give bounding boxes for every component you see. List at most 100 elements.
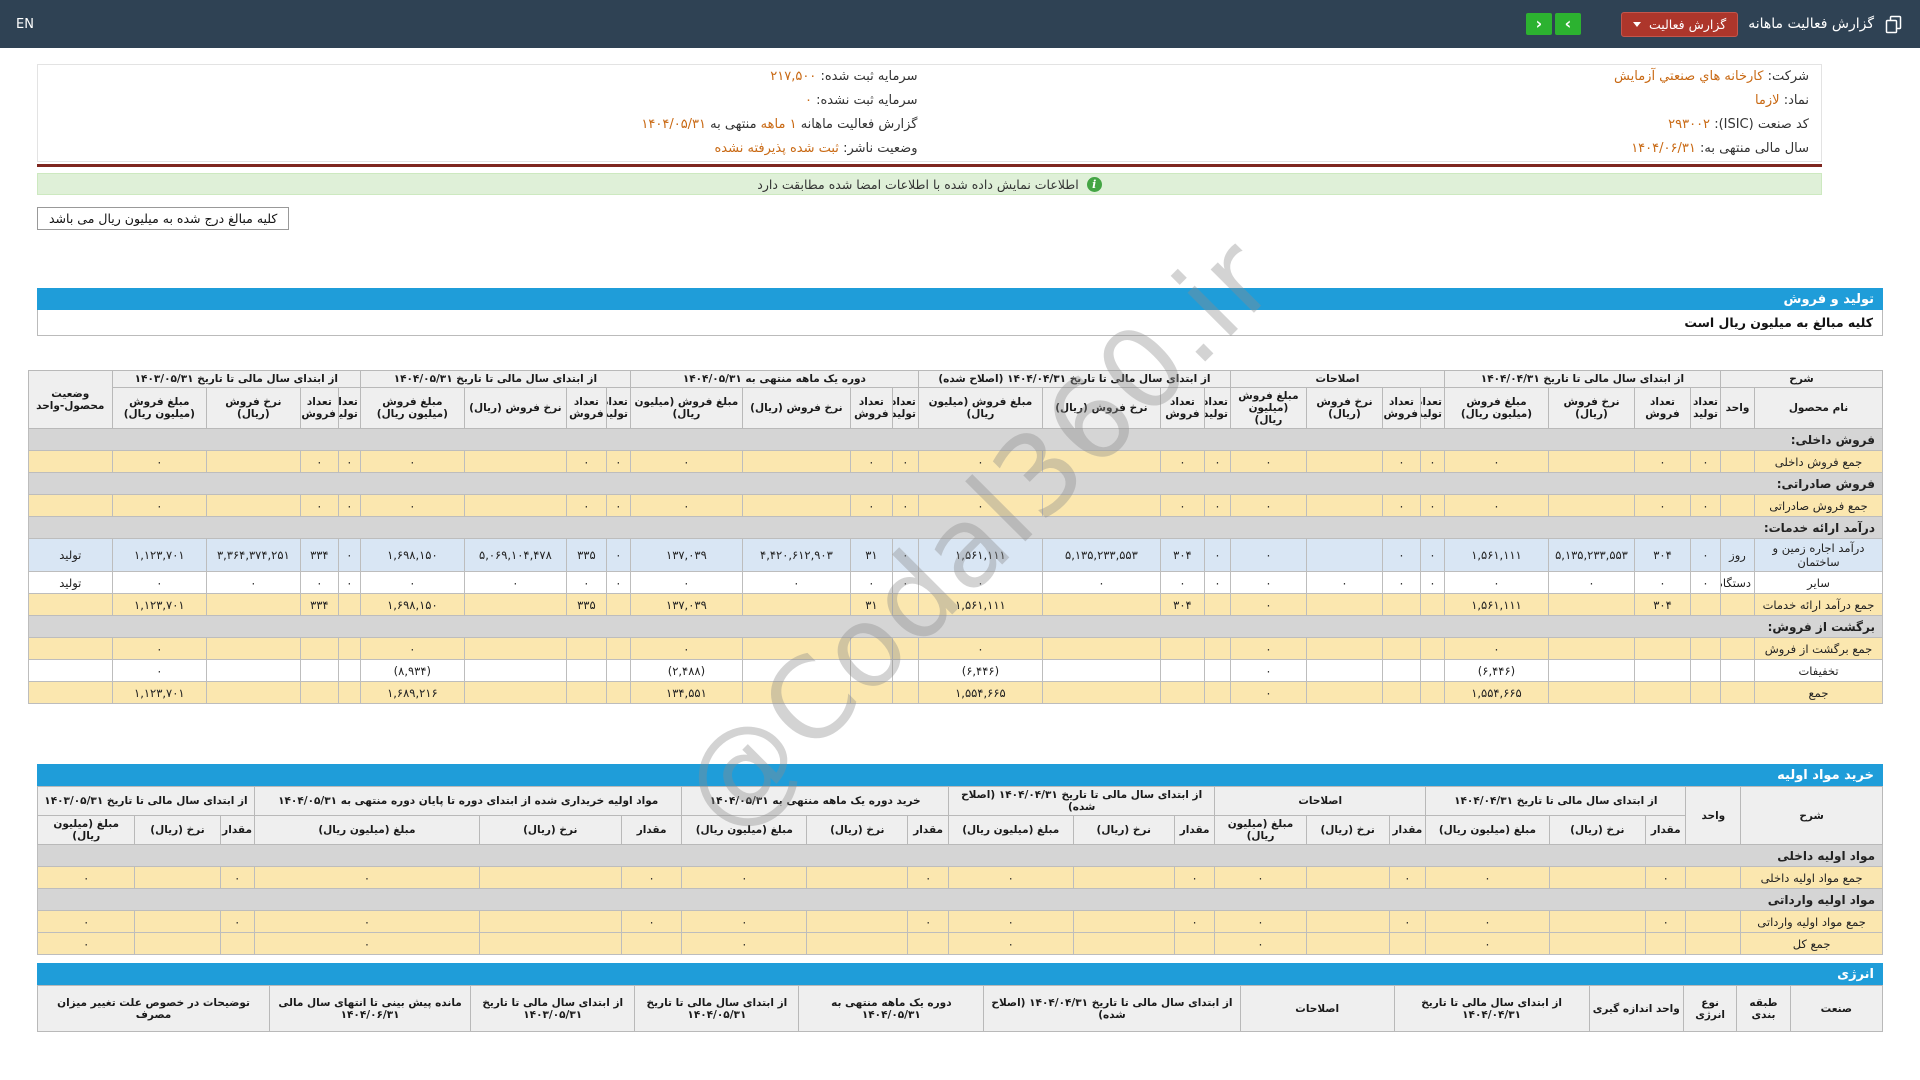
product-name-header: نام محصول (1755, 388, 1883, 429)
table-row: برگشت از فروش: (28, 616, 1882, 638)
value-cell (850, 660, 892, 682)
value-cell (1073, 911, 1174, 933)
company-field: شرکت: کارخانه هاي صنعتي آزمايش (930, 65, 1822, 89)
value-cell (1204, 638, 1230, 660)
value-cell (1691, 638, 1721, 660)
value-cell (1306, 594, 1382, 616)
sub-header: تعداد فروش (1382, 388, 1420, 429)
value-cell (1549, 495, 1635, 517)
group-header: از ابتدای سال مالی تا تاریخ ۱۴۰۳/۰۵/۳۱ (38, 787, 255, 816)
row-name: جمع مواد اولیه وارداتی (1741, 911, 1883, 933)
value-cell: ۰ (742, 572, 850, 594)
value-cell (1549, 682, 1635, 704)
amounts-note: کلیه مبالغ درج شده به میلیون ریال می باش… (37, 207, 289, 230)
value-cell: ۱,۵۵۴,۶۶۵ (918, 682, 1042, 704)
value-cell (206, 638, 300, 660)
row-name: تخفیفات (1755, 660, 1883, 682)
value-cell (135, 911, 220, 933)
value-cell: ۰ (1691, 451, 1721, 473)
company-info-grid: شرکت: کارخانه هاي صنعتي آزمايش سرمایه ثب… (38, 65, 1821, 161)
sub-header: مبلغ (میلیون ریال) (948, 816, 1073, 845)
value-cell (1691, 660, 1721, 682)
value-cell (742, 594, 850, 616)
sub-header: نرخ فروش (ریال) (742, 388, 850, 429)
copy-report-icon[interactable] (1884, 14, 1904, 34)
value-cell: ۰ (606, 495, 630, 517)
nav-back-button[interactable]: ‹ (1526, 13, 1552, 35)
report-type-button[interactable]: گزارش فعالیت (1621, 12, 1738, 37)
raw-materials-section: خرید مواد اولیه شرحواحداز ابتدای سال مال… (37, 764, 1883, 955)
value-cell: ۵,۱۳۵,۲۳۳,۵۵۳ (1042, 539, 1160, 572)
sub-header: نرخ (ریال) (479, 816, 621, 845)
group-header: از ابتدای سال مالی تا تاریخ ۱۴۰۴/۰۵/۳۱ (635, 986, 799, 1032)
classification-header: طبقه بندی (1737, 986, 1790, 1032)
energy-section: انرژی صنعتطبقه بندینوع انرژیواحد اندازه … (37, 963, 1883, 1032)
value-cell: ۰ (1382, 539, 1420, 572)
table-row: درآمد اجاره زمین و ساختمانروز۰۳۰۴۵,۱۳۵,۲… (28, 539, 1882, 572)
value-cell: ۰ (918, 451, 1042, 473)
value-cell: ۰ (566, 572, 606, 594)
value-cell: ۰ (908, 911, 949, 933)
sub-header: نرخ (ریال) (1549, 816, 1645, 845)
value-cell (1306, 933, 1389, 955)
fiscal-year-label: سال مالی منتهی به: (1700, 141, 1809, 156)
sub-header: مبلغ فروش (میلیون ریال) (918, 388, 1042, 429)
value-cell: ۰ (360, 572, 464, 594)
company-label: شرکت: (1768, 69, 1809, 84)
value-cell: ۰ (1389, 867, 1425, 889)
report-period-value: ۱ ماهه (761, 117, 797, 132)
sub-header: مقدار (220, 816, 254, 845)
status-cell: تولید (28, 572, 112, 594)
value-cell (850, 682, 892, 704)
value-cell (1042, 594, 1160, 616)
value-cell (606, 638, 630, 660)
company-info: شرکت: کارخانه هاي صنعتي آزمايش سرمایه ثب… (37, 64, 1822, 162)
section-label: فروش داخلی: (28, 429, 1882, 451)
sub-header: مبلغ (میلیون ریال) (682, 816, 807, 845)
symbol-field: نماد: لازما (930, 89, 1822, 113)
value-cell (464, 682, 566, 704)
value-cell (807, 933, 908, 955)
value-cell: ۰ (892, 495, 918, 517)
value-cell (742, 495, 850, 517)
value-cell (1420, 660, 1444, 682)
section-label: مواد اولیه داخلی (38, 845, 1883, 867)
value-cell (464, 495, 566, 517)
nav-forward-button[interactable]: › (1555, 13, 1581, 35)
unregistered-capital-value: ۰ (805, 93, 812, 108)
language-toggle[interactable]: EN (16, 17, 34, 32)
row-unit (1721, 682, 1755, 704)
group-header: از ابتدای سال مالی تا تاریخ ۱۴۰۴/۰۵/۳۱ (360, 371, 630, 388)
value-cell: ۰ (1215, 933, 1306, 955)
company-value: کارخانه هاي صنعتي آزمايش (1614, 69, 1763, 84)
value-cell (1306, 539, 1382, 572)
value-cell (1635, 638, 1691, 660)
value-cell (1382, 682, 1420, 704)
value-cell: ۰ (630, 638, 742, 660)
materials-section-bar: خرید مواد اولیه (37, 764, 1883, 786)
row-unit (1721, 638, 1755, 660)
value-cell (1549, 660, 1635, 682)
value-cell: ۰ (112, 495, 206, 517)
value-cell (135, 867, 220, 889)
value-cell: ۱,۶۹۸,۱۵۰ (360, 539, 464, 572)
value-cell (464, 594, 566, 616)
sub-header: تعداد تولید (1204, 388, 1230, 429)
value-cell (566, 660, 606, 682)
row-unit (1721, 660, 1755, 682)
value-cell (1420, 682, 1444, 704)
unregistered-capital-field: سرمایه ثبت نشده: ۰ (38, 89, 930, 113)
report-period-mid: منتهی به (710, 117, 756, 132)
sub-header: مبلغ فروش (میلیون ریال) (1444, 388, 1548, 429)
value-cell: ۰ (682, 867, 807, 889)
value-cell: ۳۰۴ (1160, 539, 1204, 572)
value-cell: ۰ (1215, 911, 1306, 933)
group-header: اصلاحات (1230, 371, 1444, 388)
group-header: مانده پیش بینی تا انتهای سال مالی ۱۴۰۴/۰… (270, 986, 471, 1032)
section-label: درآمد ارائه خدمات: (28, 517, 1882, 539)
status-cell (28, 495, 112, 517)
value-cell (206, 495, 300, 517)
table-row: مواد اولیه داخلی (38, 845, 1883, 867)
value-cell: ۰ (1160, 451, 1204, 473)
production-sales-section: تولید و فروش کلیه مبالغ به میلیون ریال ا… (37, 288, 1883, 704)
